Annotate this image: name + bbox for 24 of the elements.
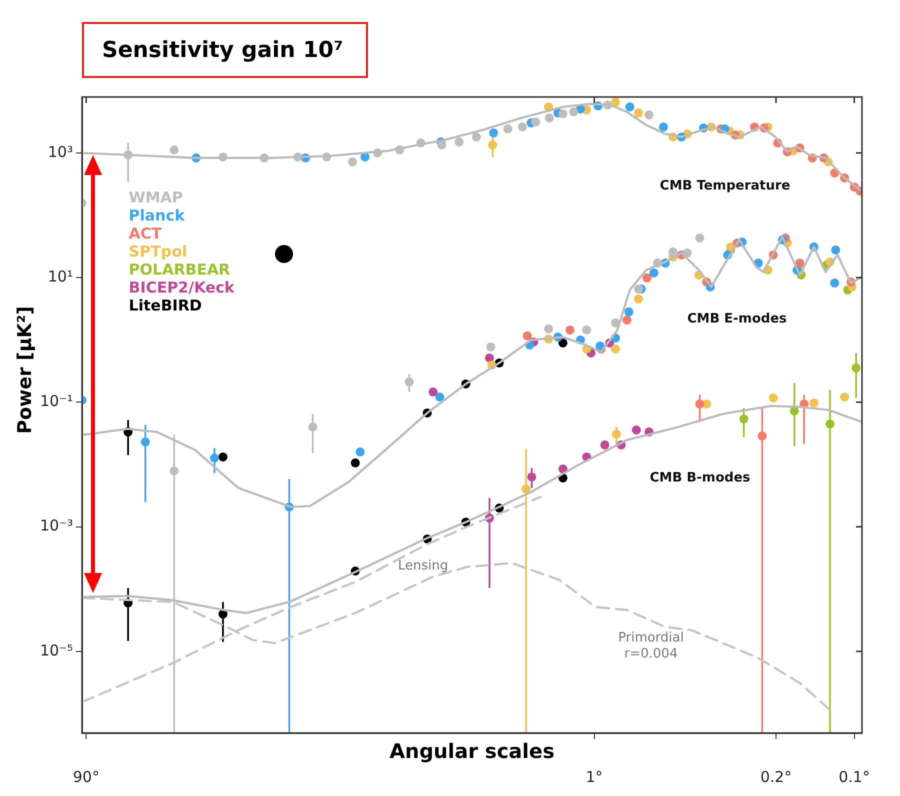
- y-tick-label: 10⁻¹: [40, 392, 73, 410]
- text: Planck: [128, 206, 186, 225]
- series-label: WMAP: [128, 188, 183, 207]
- text: LiteBIRD: [128, 296, 202, 315]
- y-tick-label: 10⁻³: [40, 516, 73, 535]
- y-tick-label: 10¹: [48, 267, 73, 286]
- annotation: CMB Temperature: [660, 178, 790, 194]
- annotation: CMB B-modes: [650, 470, 751, 486]
- x-tick-label: 0.2°: [760, 768, 792, 786]
- annotation: CMB E-modes: [687, 311, 788, 326]
- text: SPTpol: [128, 242, 188, 261]
- x-axis-title: Angular scales: [389, 739, 555, 764]
- annotation: Primordial r=0.004: [618, 630, 684, 662]
- text: BICEP2/Keck: [128, 278, 236, 297]
- chart-title: Sensitivity gain 10⁷: [82, 22, 368, 78]
- y-tick-label: 10⁻⁵: [40, 641, 73, 660]
- y-tick-label: 10³: [48, 142, 73, 161]
- text: ACT: [128, 224, 162, 243]
- x-tick-label: 0.1°: [838, 768, 870, 786]
- annotation: Lensing: [398, 558, 448, 574]
- y-axis-title: Power [μK²]: [14, 306, 36, 434]
- text: POLARBEAR: [128, 260, 231, 279]
- x-tick-label: 1°: [586, 768, 603, 786]
- x-tick-label: 90°: [72, 768, 100, 786]
